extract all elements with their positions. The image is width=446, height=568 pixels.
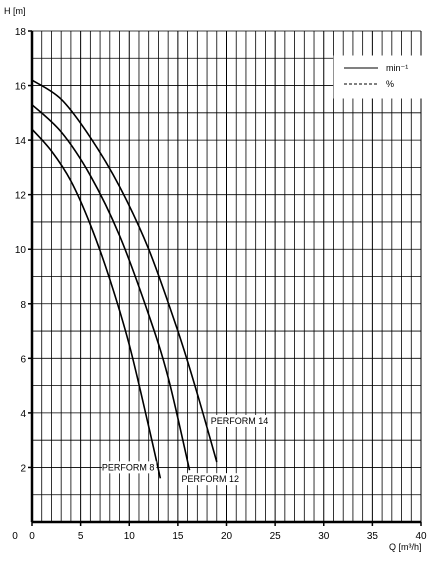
legend-label: % [386,79,394,89]
x-tick-label: 35 [367,531,379,542]
y-tick-label: 4 [20,409,26,420]
x-tick-label: 30 [318,531,330,542]
x-tick-label: 20 [221,531,233,542]
x-tick-label: 10 [124,531,136,542]
series-line-perform-14 [31,79,218,463]
y-tick-label: 6 [20,354,26,365]
series-label-perform-8: PERFORM 8 [102,462,155,472]
x-tick-label: 0 [12,531,18,542]
series-label-bg [208,414,269,427]
y-tick-label: 12 [15,191,27,202]
x-tick-label: 5 [78,531,84,542]
legend: min⁻¹% [333,55,427,99]
y-tick-label: 18 [15,27,27,38]
x-tick-label: 40 [415,531,427,542]
y-tick-label: 14 [15,136,27,147]
series-labels: PERFORM 8 PERFORM 12 PERFORM 14 [101,414,269,486]
series-label-bg [101,461,157,474]
x-tick-label: 15 [172,531,184,542]
axes [28,30,422,526]
y-axis-label: H [m] [4,6,26,16]
series-line-perform-12 [31,104,191,471]
x-axis-label: Q [m³/h] [389,542,422,552]
legend-label: min⁻¹ [386,63,408,73]
series-label-bg [179,473,240,486]
legend-box [333,55,427,99]
y-tick-label: 2 [20,463,26,474]
tick-labels: 0 5 10 15 20 25 30 35 40 2 4 6 8 10 12 14 16 18 0 [12,27,427,542]
x-tick-label: 0 [29,531,35,542]
series-label-perform-14: PERFORM 14 [211,416,269,426]
y-tick-label: 10 [15,245,27,256]
grid [31,30,422,523]
series-line-perform-8 [31,128,162,479]
x-tick-label: 25 [270,531,282,542]
series-label-perform-12: PERFORM 12 [182,474,240,484]
series-lines [31,79,218,479]
y-tick-label: 16 [15,82,27,93]
y-tick-label: 8 [20,300,26,311]
